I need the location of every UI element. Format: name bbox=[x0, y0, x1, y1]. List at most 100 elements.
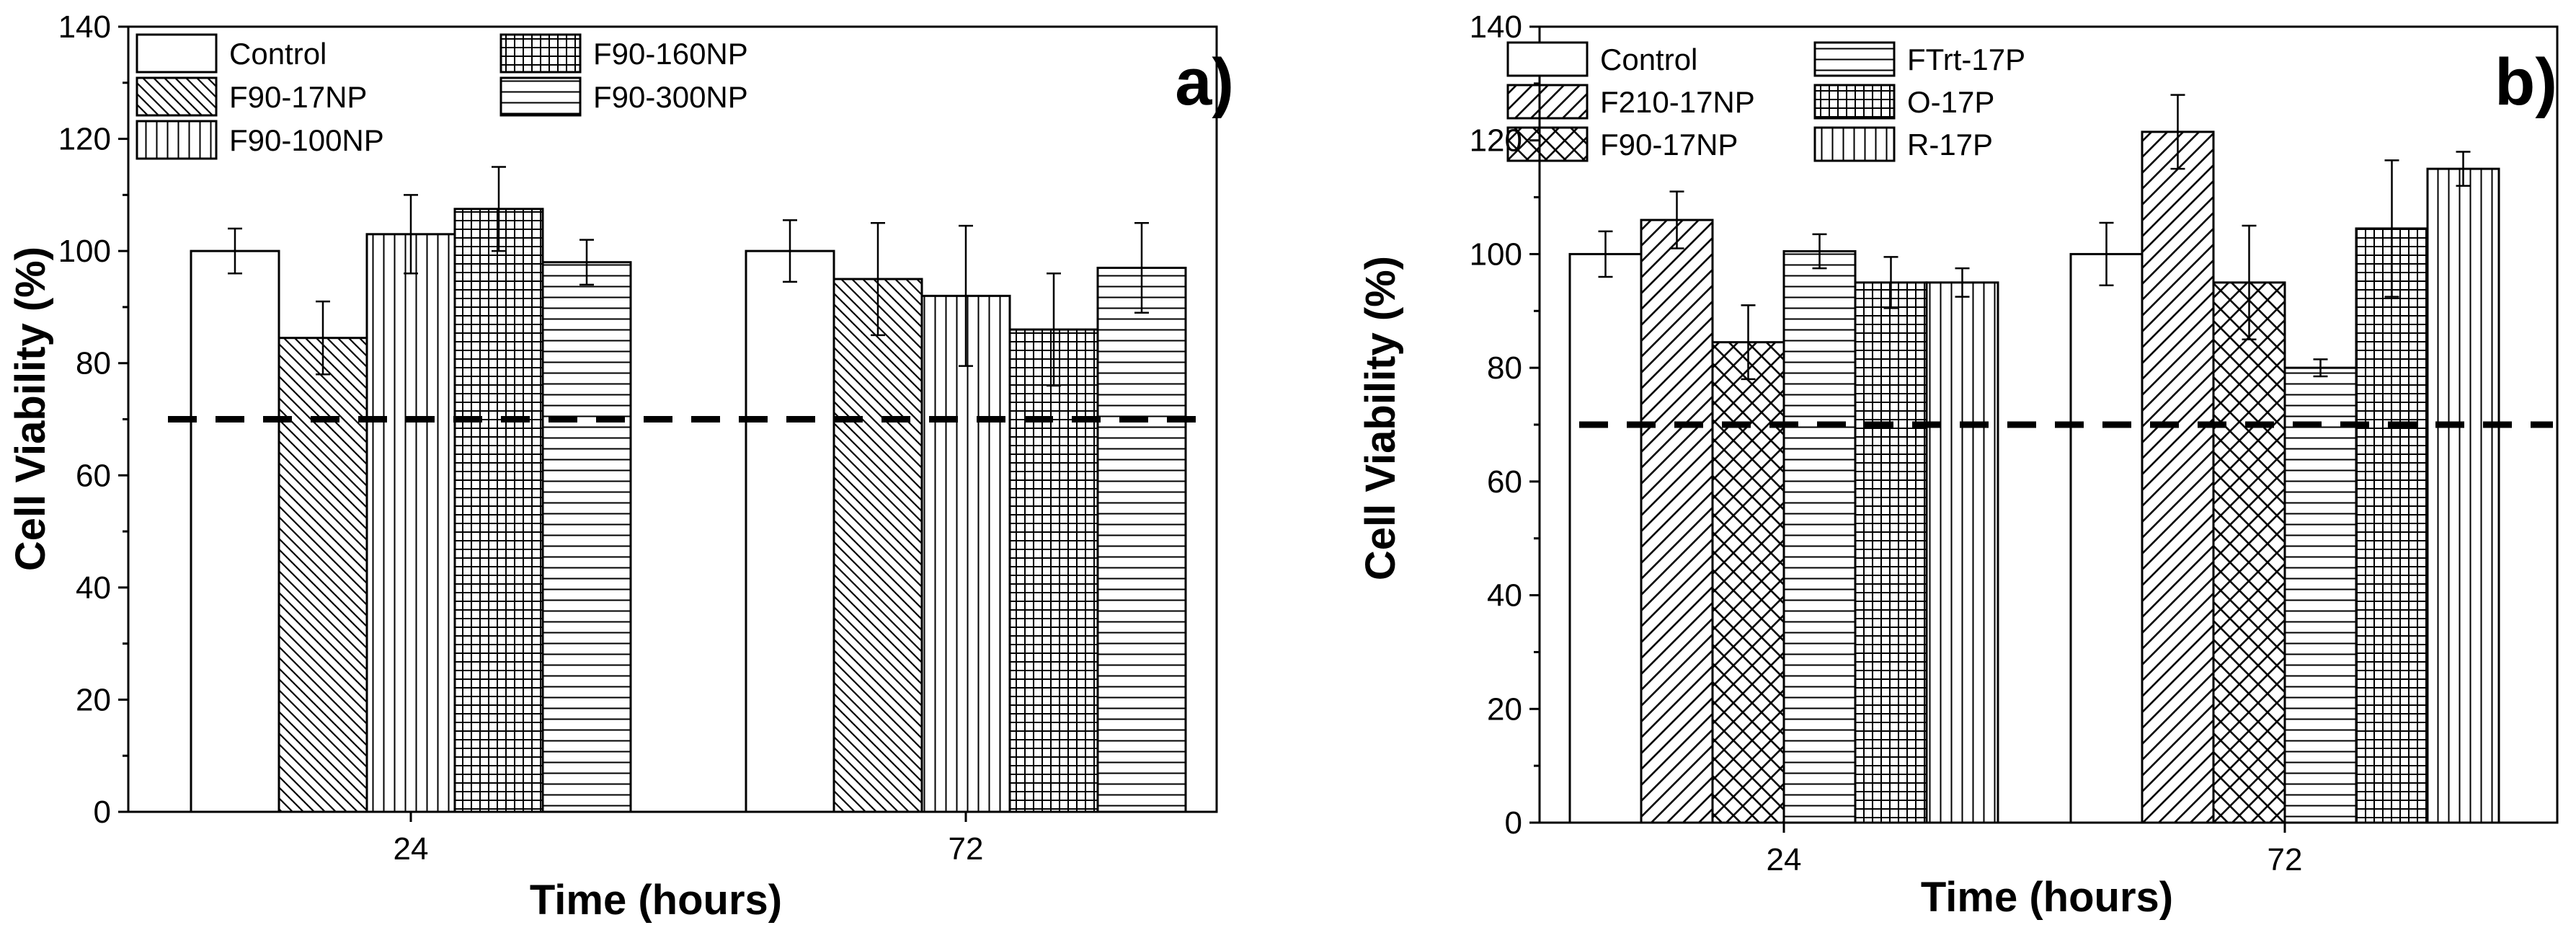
panel-a-ytick-label: 0 bbox=[94, 795, 111, 830]
panel-a-bar-f90-300np-72 bbox=[1096, 266, 1187, 813]
panel-a-ytick-label: 20 bbox=[76, 682, 111, 717]
panel-a-bar-f90-100np-72 bbox=[920, 294, 1011, 813]
panel-a-legend-item-f90-100np: F90-100NP bbox=[136, 120, 384, 160]
panel-a-legend: Control F90-17NP F90-100NP F90-160NP F90-300… bbox=[136, 33, 748, 160]
panel-b-errorbar-r-17p-24 bbox=[1955, 267, 1970, 298]
panel-a-xtick-label-24: 24 bbox=[394, 831, 429, 867]
panel-a-ytick-label: 60 bbox=[76, 458, 111, 493]
panel-a-errorbar-f90-160np-24 bbox=[492, 166, 506, 252]
panel-a-bar-control-24 bbox=[190, 249, 280, 813]
panel-b-bar-control-24 bbox=[1568, 252, 1643, 824]
panel-b-legend-label: O-17P bbox=[1907, 85, 1994, 119]
panel-a-legend-swatch bbox=[136, 33, 218, 74]
panel-b-legend-swatch bbox=[1813, 84, 1896, 120]
panel-b-errorbar-ftrt-17p-72 bbox=[2313, 358, 2328, 378]
panel-b-errorbar-o-17p-24 bbox=[1883, 256, 1898, 309]
panel-a-legend-swatch bbox=[136, 120, 218, 160]
panel-a-plot: 0 20 40 60 80 100 120 140 24 72 Control F90-17NP F90… bbox=[58, 9, 1218, 867]
panel-b-xtick-label-72: 72 bbox=[2268, 842, 2303, 877]
panel-a-errorbar-f90-100np-72 bbox=[959, 224, 973, 367]
panel-a-label: a) bbox=[1175, 45, 1234, 119]
panel-a-bar-f90-160np-24 bbox=[453, 208, 544, 813]
panel-b-ylabel: Cell Viability (%) bbox=[1357, 256, 1404, 580]
panel-a-errorbar-f90-100np-24 bbox=[404, 194, 418, 275]
panel-b-bar-f210-17np-72 bbox=[2141, 130, 2215, 824]
panel-b-legend-swatch bbox=[1813, 126, 1896, 162]
panel-b-errorbar-ftrt-17p-24 bbox=[1812, 233, 1827, 270]
panel-b-legend-swatch bbox=[1506, 84, 1589, 120]
panel-a-legend-item-f90-300np: F90-300NP bbox=[499, 76, 748, 117]
panel-b-bar-ftrt-17p-24 bbox=[1782, 249, 1857, 824]
panel-b-bar-f90-17np-24 bbox=[1711, 341, 1785, 824]
panel-a-legend-label: Control bbox=[229, 37, 327, 71]
panel-b-legend-item-f210-17np: F210-17NP bbox=[1506, 84, 1755, 120]
panel-a: 0 20 40 60 80 100 120 140 24 72 Control F90-17NP F90… bbox=[7, 9, 1234, 924]
panel-b-ytick-label: 20 bbox=[1487, 691, 1522, 727]
panel-a-legend-label: F90-160NP bbox=[593, 37, 748, 71]
panel-b-bar-o-17p-72 bbox=[2355, 227, 2429, 824]
panel-b-errorbar-f90-17np-72 bbox=[2242, 224, 2257, 340]
panel-a-ylabel: Cell Viability (%) bbox=[7, 247, 54, 571]
panel-b-legend-item-control: Control bbox=[1506, 41, 1697, 77]
panel-a-xtick-label-72: 72 bbox=[949, 831, 984, 867]
panel-b-ytick-label: 100 bbox=[1470, 236, 1522, 272]
panel-b-ytick-label: 80 bbox=[1487, 350, 1522, 386]
panel-b-bar-f210-17np-24 bbox=[1640, 218, 1714, 824]
panel-b-bar-o-17p-24 bbox=[1854, 281, 1928, 824]
panel-b-ytick-label: 140 bbox=[1470, 9, 1522, 45]
panel-a-bar-f90-100np-24 bbox=[365, 233, 456, 813]
panel-b-legend-label: F90-17NP bbox=[1600, 128, 1738, 162]
panel-b-legend-item-o-17p: O-17P bbox=[1813, 84, 1994, 120]
panel-b-ytick-label: 40 bbox=[1487, 578, 1522, 614]
panel-a-bar-f90-160np-72 bbox=[1008, 328, 1099, 813]
panel-b-errorbar-o-17p-72 bbox=[2384, 159, 2399, 298]
panel-a-legend-label: F90-17NP bbox=[229, 80, 367, 114]
panel-b-errorbar-f210-17np-72 bbox=[2170, 94, 2185, 170]
panel-b-legend-item-r-17p: R-17P bbox=[1813, 126, 1993, 162]
panel-b-label: b) bbox=[2495, 45, 2557, 119]
panel-b-errorbar-r-17p-72 bbox=[2456, 151, 2471, 187]
panel-a-bar-f90-17np-72 bbox=[832, 278, 923, 813]
panel-b-bar-ftrt-17p-72 bbox=[2283, 366, 2358, 824]
panel-a-bar-control-72 bbox=[745, 249, 835, 813]
panel-a-xlabel: Time (hours) bbox=[530, 877, 782, 924]
panel-b-bar-f90-17np-72 bbox=[2212, 281, 2286, 824]
panel-a-ytick-label: 100 bbox=[58, 234, 111, 269]
panel-a-legend-item-control: Control bbox=[136, 33, 327, 74]
panel-b-legend-swatch bbox=[1506, 41, 1589, 77]
panel-a-errorbar-control-72 bbox=[783, 219, 797, 283]
panel-b-ytick-label: 60 bbox=[1487, 464, 1522, 500]
panel-a-legend-swatch bbox=[499, 76, 582, 117]
panel-b-bar-r-17p-72 bbox=[2426, 167, 2500, 824]
panel-b-legend-label: F210-17NP bbox=[1600, 85, 1755, 119]
panel-b-errorbar-control-72 bbox=[2099, 221, 2114, 287]
panel-a-bar-f90-17np-24 bbox=[277, 337, 368, 813]
panel-b-legend-label: Control bbox=[1600, 43, 1697, 76]
panel-b-legend-item-f90-17np: F90-17NP bbox=[1506, 126, 1738, 162]
panel-a-legend-swatch bbox=[136, 76, 218, 117]
panel-a-legend-label: F90-100NP bbox=[229, 123, 384, 157]
panel-a-legend-item-f90-17np: F90-17NP bbox=[136, 76, 367, 117]
panel-a-errorbar-control-24 bbox=[228, 227, 242, 275]
panel-b-legend-label: FTrt-17P bbox=[1907, 43, 2025, 76]
panel-b-xlabel: Time (hours) bbox=[1921, 874, 2173, 921]
panel-b-errorbar-f210-17np-24 bbox=[1669, 190, 1684, 249]
panel-a-ytick-label: 140 bbox=[58, 9, 111, 45]
panel-a-errorbar-f90-300np-24 bbox=[579, 239, 594, 286]
panel-a-ytick-label: 40 bbox=[76, 570, 111, 606]
panel-b-bar-r-17p-24 bbox=[1925, 281, 1999, 824]
panel-b-legend-swatch bbox=[1506, 126, 1589, 162]
panel-b-ytick-label: 0 bbox=[1505, 805, 1522, 841]
panel-a-legend-item-f90-160np: F90-160NP bbox=[499, 33, 748, 74]
panel-b-bar-control-72 bbox=[2069, 252, 2144, 824]
panel-a-errorbar-f90-300np-72 bbox=[1134, 222, 1149, 314]
panel-b-legend-swatch bbox=[1813, 41, 1896, 77]
panel-b-xtick-label-24: 24 bbox=[1767, 842, 1802, 877]
panel-b-errorbar-control-24 bbox=[1598, 230, 1613, 278]
panel-a-legend-label: F90-300NP bbox=[593, 80, 748, 114]
panel-a-errorbar-f90-17np-24 bbox=[316, 300, 330, 376]
panel-b-errorbar-f90-17np-24 bbox=[1741, 304, 1756, 381]
